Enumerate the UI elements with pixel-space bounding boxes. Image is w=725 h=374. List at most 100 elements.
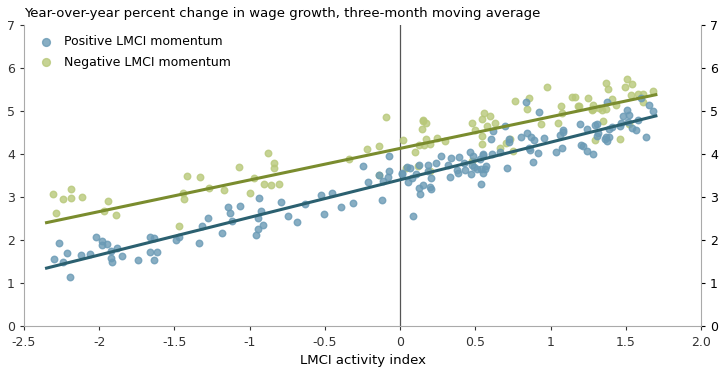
Positive LMCI momentum <box>606 124 618 130</box>
Positive LMCI momentum <box>615 120 626 126</box>
Positive LMCI momentum <box>48 256 59 262</box>
Positive LMCI momentum <box>468 164 480 170</box>
Positive LMCI momentum <box>533 109 544 115</box>
Positive LMCI momentum <box>57 259 69 265</box>
Negative LMCI momentum <box>573 103 585 109</box>
Negative LMCI momentum <box>587 106 598 112</box>
Positive LMCI momentum <box>600 134 611 140</box>
Negative LMCI momentum <box>569 94 581 100</box>
Positive LMCI momentum <box>384 168 395 174</box>
Positive LMCI momentum <box>476 181 487 187</box>
Negative LMCI momentum <box>582 95 594 101</box>
Negative LMCI momentum <box>489 120 501 126</box>
Negative LMCI momentum <box>476 141 488 147</box>
Positive LMCI momentum <box>523 145 534 151</box>
Positive LMCI momentum <box>500 123 511 129</box>
Negative LMCI momentum <box>647 88 659 94</box>
Positive LMCI momentum <box>601 138 613 144</box>
Negative LMCI momentum <box>507 148 519 154</box>
Negative LMCI momentum <box>593 105 605 111</box>
Positive LMCI momentum <box>581 148 592 154</box>
Negative LMCI momentum <box>413 163 424 169</box>
Negative LMCI momentum <box>259 181 270 187</box>
Positive LMCI momentum <box>335 203 347 209</box>
Positive LMCI momentum <box>550 149 562 155</box>
Positive LMCI momentum <box>554 132 566 138</box>
Positive LMCI momentum <box>524 147 536 153</box>
Positive LMCI momentum <box>202 215 214 221</box>
Positive LMCI momentum <box>96 237 107 243</box>
Negative LMCI momentum <box>481 123 493 129</box>
Negative LMCI momentum <box>605 96 617 102</box>
Positive LMCI momentum <box>442 162 454 168</box>
Positive LMCI momentum <box>151 249 162 255</box>
Negative LMCI momentum <box>618 84 630 90</box>
Negative LMCI momentum <box>466 157 478 163</box>
Positive LMCI momentum <box>253 195 265 201</box>
Positive LMCI momentum <box>106 255 117 261</box>
Positive LMCI momentum <box>384 153 395 159</box>
Positive LMCI momentum <box>173 234 185 240</box>
Positive LMCI momentum <box>196 223 208 229</box>
Negative LMCI momentum <box>57 196 68 202</box>
Negative LMCI momentum <box>469 127 481 133</box>
Negative LMCI momentum <box>420 120 432 126</box>
Negative LMCI momentum <box>219 187 231 193</box>
Positive LMCI momentum <box>453 154 465 160</box>
Negative LMCI momentum <box>400 165 412 171</box>
Positive LMCI momentum <box>466 162 478 168</box>
Positive LMCI momentum <box>413 185 425 191</box>
Positive LMCI momentum <box>347 200 359 206</box>
Positive LMCI momentum <box>592 121 603 127</box>
Negative LMCI momentum <box>178 196 189 202</box>
Positive LMCI momentum <box>527 159 539 165</box>
Negative LMCI momentum <box>597 118 608 124</box>
Positive LMCI momentum <box>521 130 533 136</box>
Negative LMCI momentum <box>632 91 644 97</box>
Negative LMCI momentum <box>626 81 637 87</box>
Positive LMCI momentum <box>425 186 436 192</box>
Positive LMCI momentum <box>144 234 155 240</box>
Positive LMCI momentum <box>481 163 492 169</box>
Positive LMCI momentum <box>615 123 626 129</box>
Positive LMCI momentum <box>581 126 592 132</box>
Positive LMCI momentum <box>623 119 634 125</box>
Positive LMCI momentum <box>216 230 228 236</box>
Positive LMCI momentum <box>252 226 264 232</box>
Positive LMCI momentum <box>132 257 144 263</box>
Positive LMCI momentum <box>621 107 633 113</box>
Negative LMCI momentum <box>478 110 490 116</box>
Positive LMCI momentum <box>116 253 128 259</box>
Positive LMCI momentum <box>532 150 544 156</box>
Positive LMCI momentum <box>592 130 603 136</box>
Positive LMCI momentum <box>445 156 457 162</box>
Negative LMCI momentum <box>47 191 59 197</box>
Negative LMCI momentum <box>397 137 409 143</box>
Negative LMCI momentum <box>203 185 215 191</box>
Positive LMCI momentum <box>436 153 447 159</box>
Positive LMCI momentum <box>407 212 419 218</box>
Negative LMCI momentum <box>177 190 189 196</box>
Positive LMCI momentum <box>149 235 160 241</box>
Positive LMCI momentum <box>291 220 303 226</box>
Positive LMCI momentum <box>624 112 635 118</box>
Negative LMCI momentum <box>535 121 547 127</box>
Positive LMCI momentum <box>478 152 489 158</box>
Positive LMCI momentum <box>414 191 426 197</box>
Negative LMCI momentum <box>573 102 584 108</box>
Negative LMCI momentum <box>587 107 598 113</box>
Positive LMCI momentum <box>53 240 65 246</box>
Positive LMCI momentum <box>417 182 428 188</box>
Negative LMCI momentum <box>248 175 260 181</box>
Negative LMCI momentum <box>50 210 62 216</box>
Positive LMCI momentum <box>575 142 587 148</box>
Negative LMCI momentum <box>589 137 601 143</box>
Negative LMCI momentum <box>587 106 599 112</box>
Negative LMCI momentum <box>500 140 511 146</box>
Negative LMCI momentum <box>509 98 521 104</box>
Positive LMCI momentum <box>255 208 267 214</box>
Positive LMCI momentum <box>636 95 647 101</box>
Positive LMCI momentum <box>315 192 326 198</box>
Negative LMCI momentum <box>596 107 608 113</box>
Positive LMCI momentum <box>515 134 526 140</box>
